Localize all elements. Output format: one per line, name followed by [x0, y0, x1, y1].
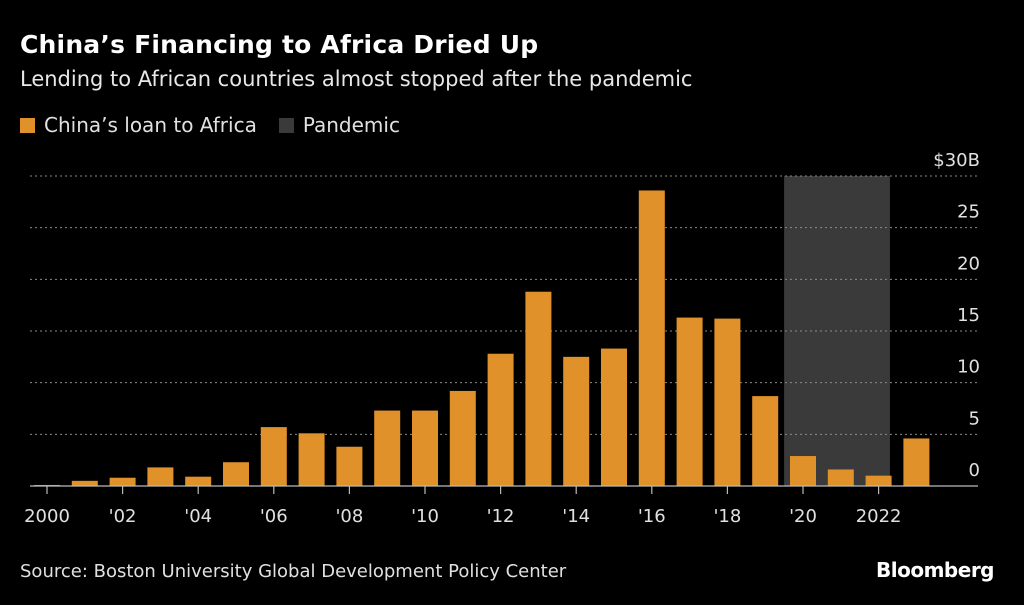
bar — [525, 291, 552, 486]
bar — [487, 353, 514, 486]
legend-item-loan: China’s loan to Africa — [20, 113, 257, 137]
x-tick-label: '06 — [260, 506, 288, 527]
y-tick-label: 25 — [957, 202, 980, 223]
y-tick-label: 20 — [957, 253, 980, 274]
bar — [185, 476, 212, 486]
legend: China’s loan to Africa Pandemic — [20, 113, 422, 137]
pandemic-shade — [784, 176, 890, 486]
legend-swatch-pandemic — [278, 117, 294, 133]
bar — [752, 396, 779, 486]
bar — [449, 390, 476, 486]
bar — [903, 438, 930, 486]
x-tick-label: '16 — [638, 506, 666, 527]
bar — [412, 410, 438, 486]
x-tick-label: 2022 — [856, 506, 902, 527]
y-tick-label: 0 — [969, 460, 980, 481]
bar — [223, 462, 249, 486]
bar — [714, 318, 741, 486]
bar — [298, 433, 325, 486]
x-tick-label: '10 — [411, 506, 439, 527]
bar — [336, 446, 363, 486]
bar — [790, 456, 816, 486]
x-tick-label: '20 — [789, 506, 817, 527]
x-tick-label: '18 — [713, 506, 741, 527]
legend-label-loan: China’s loan to Africa — [44, 113, 257, 137]
y-tick-label: 15 — [957, 305, 980, 326]
x-tick-label: '14 — [562, 506, 590, 527]
bar — [260, 427, 287, 486]
source-note: Source: Boston University Global Develop… — [20, 561, 567, 582]
chart-title: China’s Financing to Africa Dried Up — [20, 30, 539, 59]
bar — [563, 356, 590, 486]
bar — [109, 477, 136, 486]
bar — [601, 348, 627, 486]
x-tick-label: '12 — [487, 506, 515, 527]
x-tick-label: 2000 — [24, 506, 70, 527]
y-tick-label: 5 — [969, 408, 980, 429]
x-tick-label: '02 — [109, 506, 137, 527]
legend-label-pandemic: Pandemic — [302, 113, 400, 137]
x-tick-label: '04 — [184, 506, 212, 527]
x-tick-label: '08 — [335, 506, 363, 527]
bar — [865, 475, 892, 486]
y-tick-label: 10 — [957, 357, 980, 378]
y-tick-label: $30B — [933, 150, 980, 171]
chart-subtitle: Lending to African countries almost stop… — [20, 67, 693, 91]
bar — [638, 190, 665, 486]
legend-swatch-loan — [20, 117, 35, 133]
bar — [147, 467, 174, 486]
legend-item-pandemic: Pandemic — [278, 113, 400, 137]
bar — [374, 410, 401, 486]
bar — [71, 480, 98, 486]
bar — [827, 469, 854, 486]
bloomberg-logo: Bloomberg — [876, 558, 994, 582]
bar — [676, 317, 703, 486]
